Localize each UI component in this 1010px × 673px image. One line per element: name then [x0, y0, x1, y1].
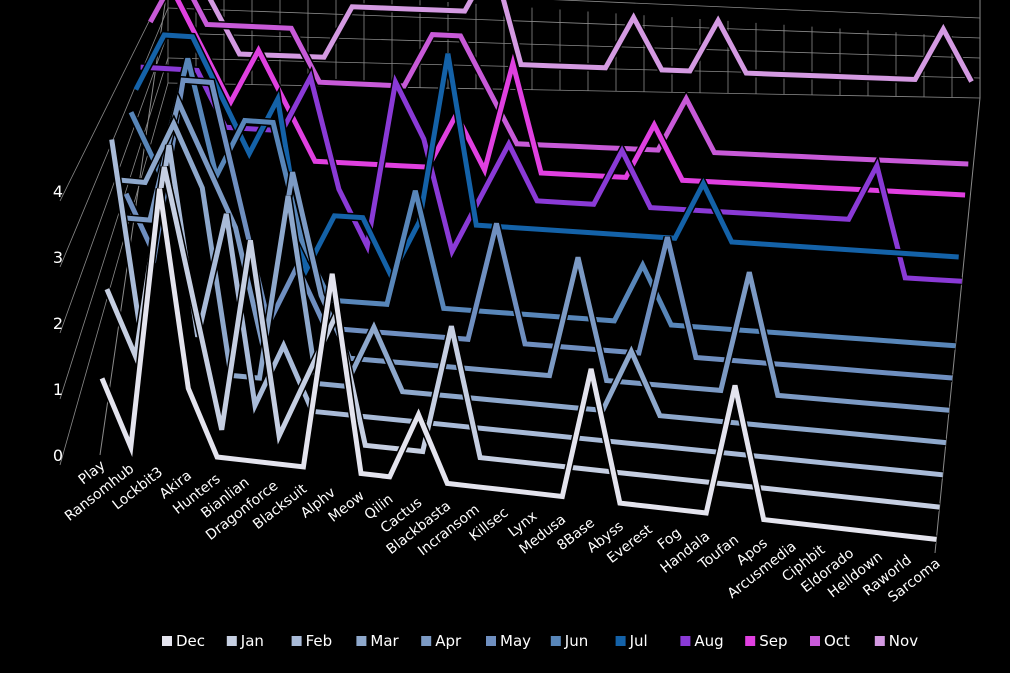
legend-label: Aug [694, 632, 723, 650]
series-line-jul [133, 32, 959, 282]
legend-label: Nov [889, 632, 918, 650]
legend-swatch [421, 636, 432, 646]
legend-swatch [356, 636, 367, 646]
series-line-feb [109, 139, 943, 478]
y-tick-label: 0 [53, 446, 63, 465]
grid-line [553, 0, 981, 19]
legend-swatch [486, 636, 496, 646]
legend-swatch [810, 636, 820, 646]
legend-label: Feb [306, 632, 333, 650]
legend-label: Jun [564, 632, 588, 650]
legend-swatch [874, 636, 885, 646]
series-line-jun [128, 57, 956, 349]
legend-label: Sep [759, 632, 787, 650]
series-line-nov [207, 0, 974, 83]
grid-line [59, 32, 169, 334]
grid-line [934, 97, 981, 554]
y-tick-label: 4 [53, 182, 63, 201]
legend-label: Jan [240, 632, 264, 650]
series-line-jan [104, 166, 940, 510]
chart-legend: Dec Jan Feb Mar Apr May Jun Jul Aug Sep Oct Nov [162, 632, 918, 650]
legend-swatch [745, 636, 756, 646]
legend-swatch [550, 636, 561, 646]
y-tick-label: 2 [53, 314, 63, 333]
legend-swatch [291, 636, 302, 646]
legend-label: Mar [370, 632, 399, 650]
grid-line [167, 32, 981, 59]
legend-swatch [680, 636, 691, 646]
legend-label: Jul [629, 632, 648, 650]
series-line-oct [148, 0, 969, 167]
series-line-may [123, 77, 953, 381]
legend-label: Oct [824, 632, 850, 650]
legend-label: Apr [435, 632, 462, 650]
series-line-dec [99, 188, 937, 542]
grid-line [59, 57, 169, 400]
series-line-apr [121, 94, 950, 413]
legend-swatch [615, 636, 626, 646]
y-tick-label: 3 [53, 248, 63, 267]
grid-line [167, 7, 981, 39]
legend-label: May [500, 632, 531, 650]
series-line-sep [174, 0, 966, 198]
legend-label: Dec [176, 632, 205, 650]
chart-series [98, 0, 976, 544]
legend-swatch [226, 636, 237, 646]
x-axis-ticks: PlayRansomhubLockbit3AkiraHuntersBianlia… [62, 458, 943, 606]
grid-line [167, 82, 981, 99]
y-tick-label: 1 [53, 380, 63, 399]
grid-line [59, 7, 169, 268]
legend-swatch [162, 636, 172, 646]
y-axis-ticks: 0 1 2 3 4 [53, 182, 63, 465]
